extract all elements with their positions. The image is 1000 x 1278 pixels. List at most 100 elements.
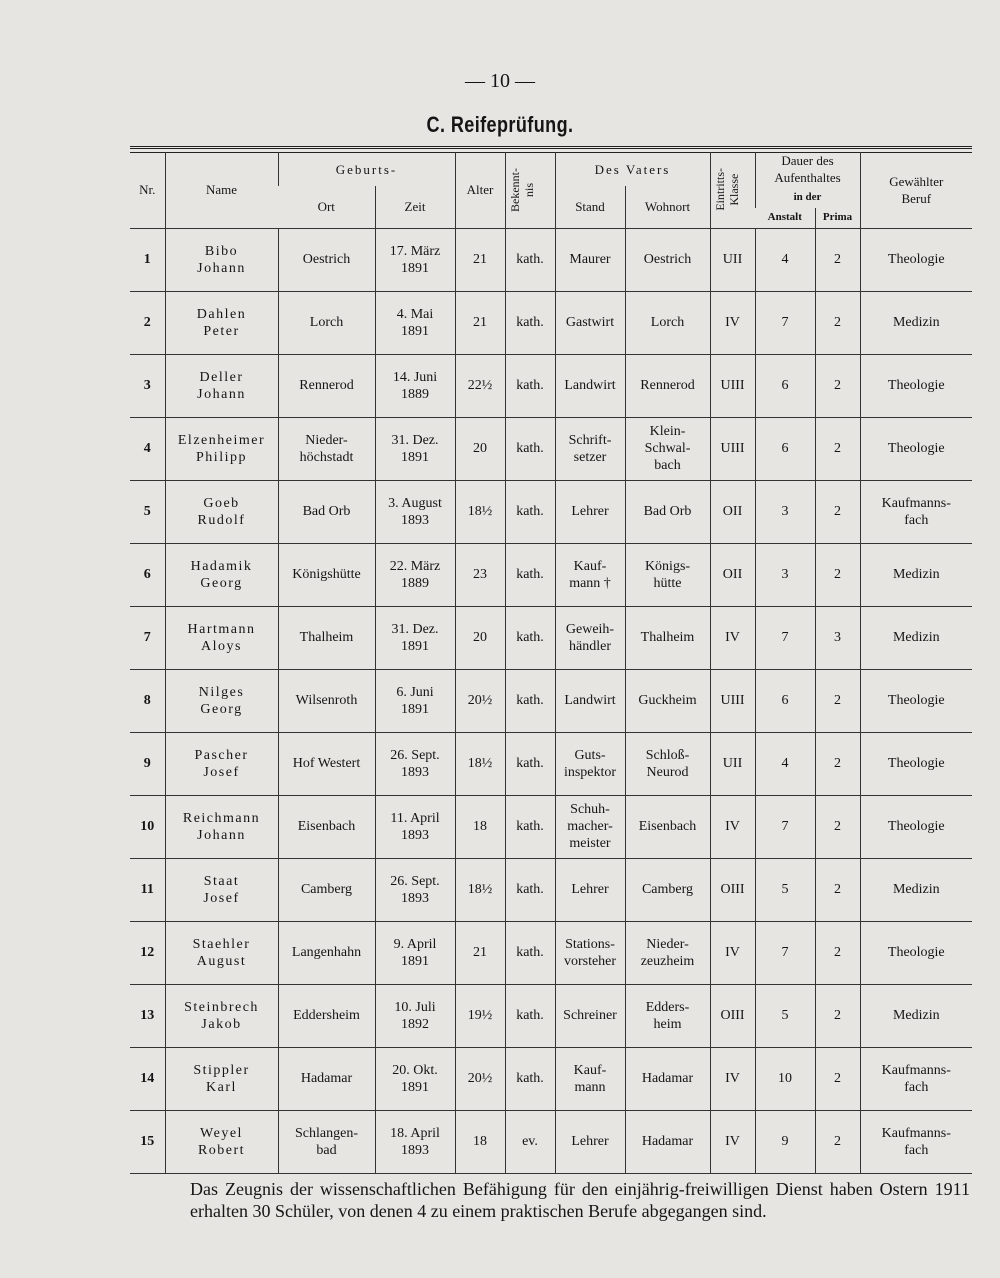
klasse-cell: IV: [709, 1047, 756, 1111]
ort-cell: Bad Orb: [277, 480, 375, 544]
header-cell: Geburts-: [277, 152, 455, 186]
header-cell: Bekennt- nis: [504, 152, 555, 229]
zeit-cell: 31. Dez. 1891: [374, 417, 455, 481]
stand-cell: Guts- inspektor: [554, 732, 625, 796]
prima-cell: 2: [814, 417, 861, 481]
stand-cell: Landwirt: [554, 669, 625, 733]
anstalt-cell: 5: [754, 858, 816, 922]
table-row: 12 Staehler August Langenhahn 9. April 1891…: [130, 921, 973, 985]
header-cell: Wohnort: [624, 186, 711, 229]
klasse-cell: IV: [709, 606, 756, 670]
bekenntnis-cell: kath.: [504, 858, 555, 922]
wohnort-cell: Lorch: [624, 291, 711, 355]
wohnort-cell: Edders- heim: [624, 984, 711, 1048]
page-number: — 10 —: [465, 70, 535, 92]
bekenntnis-cell: kath.: [504, 732, 555, 796]
table-row: 14 Stippler Karl Hadamar 20. Okt. 1891 20½ ka…: [130, 1047, 973, 1111]
header-text: Bekennt- nis: [507, 167, 536, 212]
prima-cell: 2: [814, 354, 861, 418]
nr-cell: 13: [130, 984, 165, 1048]
header-cell: Dauer des Aufenthaltes: [754, 152, 861, 186]
prima-cell: 2: [814, 795, 861, 859]
bekenntnis-cell: kath.: [504, 480, 555, 544]
stand-cell: Kauf- mann †: [554, 543, 625, 607]
prima-cell: 2: [814, 228, 861, 292]
wohnort-cell: Eisenbach: [624, 795, 711, 859]
zeit-cell: 11. April 1893: [374, 795, 455, 859]
header-cell: Alter: [454, 152, 505, 229]
ort-cell: Langenhahn: [277, 921, 375, 985]
bekenntnis-cell: kath.: [504, 354, 555, 418]
beruf-cell: Medizin: [859, 543, 973, 607]
table-row: 4 Elzenheimer Philipp Nieder- höchstadt 31.…: [130, 417, 973, 481]
name-cell: Goeb Rudolf: [164, 480, 278, 544]
bekenntnis-cell: kath.: [504, 795, 555, 859]
alter-cell: 18½: [454, 858, 505, 922]
table-row: 13 Steinbrech Jakob Eddersheim 10. Juli 189…: [130, 984, 973, 1048]
anstalt-cell: 7: [754, 606, 816, 670]
wohnort-cell: Rennerod: [624, 354, 711, 418]
wohnort-cell: Oestrich: [624, 228, 711, 292]
table-body: 1 Bibo Johann Oestrich 17. März 1891 21 kath.…: [130, 228, 973, 1174]
bekenntnis-cell: kath.: [504, 417, 555, 481]
bekenntnis-cell: kath.: [504, 669, 555, 733]
footer-text: Das Zeugnis der wissenschaftlichen Befäh…: [190, 1179, 970, 1221]
prima-cell: 2: [814, 291, 861, 355]
anstalt-cell: 9: [754, 1110, 816, 1174]
header-cell: Nr.: [130, 152, 165, 229]
table-row: 11 Staat Josef Camberg 26. Sept. 1893 18½ kat…: [130, 858, 973, 922]
nr-cell: 12: [130, 921, 165, 985]
header-cell: Prima: [814, 208, 861, 229]
prima-cell: 2: [814, 984, 861, 1048]
klasse-cell: IV: [709, 291, 756, 355]
anstalt-cell: 6: [754, 417, 816, 481]
ort-cell: Eddersheim: [277, 984, 375, 1048]
name-cell: Hartmann Aloys: [164, 606, 278, 670]
wohnort-cell: Nieder- zeuzheim: [624, 921, 711, 985]
name-cell: Nilges Georg: [164, 669, 278, 733]
header-cell: Zeit: [374, 186, 455, 229]
ort-cell: Nieder- höchstadt: [277, 417, 375, 481]
anstalt-cell: 5: [754, 984, 816, 1048]
anstalt-cell: 6: [754, 669, 816, 733]
stand-cell: Lehrer: [554, 858, 625, 922]
beruf-cell: Theologie: [859, 921, 973, 985]
zeit-cell: 14. Juni 1889: [374, 354, 455, 418]
header-cell: Stand: [554, 186, 625, 229]
beruf-cell: Medizin: [859, 984, 973, 1048]
zeit-cell: 9. April 1891: [374, 921, 455, 985]
anstalt-cell: 7: [754, 921, 816, 985]
alter-cell: 21: [454, 228, 505, 292]
prima-cell: 2: [814, 921, 861, 985]
zeit-cell: 18. April 1893: [374, 1110, 455, 1174]
nr-cell: 15: [130, 1110, 165, 1174]
anstalt-cell: 7: [754, 291, 816, 355]
ort-cell: Thalheim: [277, 606, 375, 670]
klasse-cell: IV: [709, 1110, 756, 1174]
stand-cell: Lehrer: [554, 480, 625, 544]
klasse-cell: OII: [709, 543, 756, 607]
name-cell: Hadamik Georg: [164, 543, 278, 607]
table-row: 7 Hartmann Aloys Thalheim 31. Dez. 1891 20 ka…: [130, 606, 973, 670]
alter-cell: 18: [454, 795, 505, 859]
stand-cell: Lehrer: [554, 1110, 625, 1174]
header-cell: in der: [754, 186, 861, 208]
beruf-cell: Kaufmanns- fach: [859, 1110, 973, 1174]
ort-cell: Lorch: [277, 291, 375, 355]
zeit-cell: 10. Juli 1892: [374, 984, 455, 1048]
alter-cell: 18½: [454, 732, 505, 796]
beruf-cell: Kaufmanns- fach: [859, 480, 973, 544]
ort-cell: Rennerod: [277, 354, 375, 418]
zeit-cell: 22. März 1889: [374, 543, 455, 607]
zeit-cell: 26. Sept. 1893: [374, 732, 455, 796]
beruf-cell: Theologie: [859, 417, 973, 481]
wohnort-cell: Königs- hütte: [624, 543, 711, 607]
prima-cell: 2: [814, 543, 861, 607]
prima-cell: 2: [814, 480, 861, 544]
nr-cell: 3: [130, 354, 165, 418]
table-row: 2 Dahlen Peter Lorch 4. Mai 1891 21 kath. Gast…: [130, 291, 973, 355]
klasse-cell: UIII: [709, 417, 756, 481]
beruf-cell: Theologie: [859, 732, 973, 796]
name-cell: Staehler August: [164, 921, 278, 985]
